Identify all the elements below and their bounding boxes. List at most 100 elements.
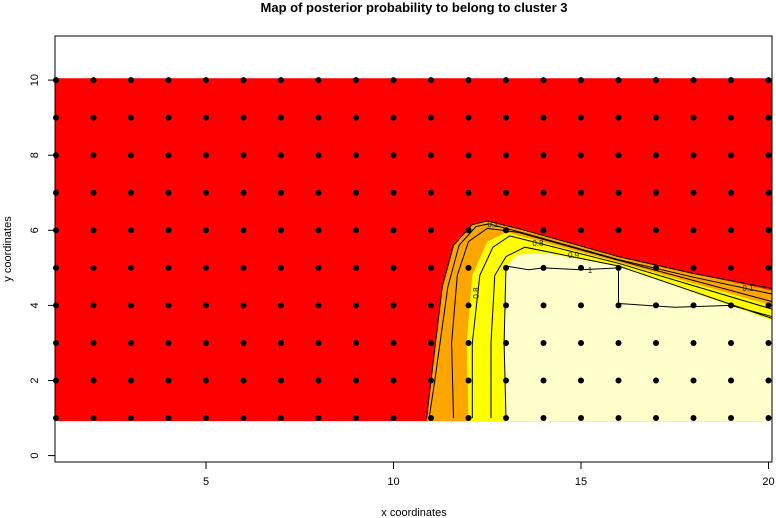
grid-point	[615, 152, 622, 159]
grid-point	[428, 152, 434, 159]
grid-point	[728, 114, 734, 121]
grid-point	[503, 377, 509, 384]
contour-label: 0.1	[742, 284, 754, 293]
grid-point	[540, 302, 547, 309]
grid-point	[503, 152, 509, 159]
grid-point	[578, 77, 584, 84]
grid-point	[578, 415, 584, 422]
grid-point	[690, 77, 697, 84]
grid-point	[615, 377, 622, 384]
grid-point	[465, 264, 472, 271]
x-tick-label: 15	[575, 476, 587, 488]
grid-point	[428, 377, 434, 384]
grid-point	[278, 77, 284, 84]
grid-point	[240, 189, 247, 196]
grid-point	[728, 302, 734, 309]
plot-frame	[54, 35, 773, 463]
grid-point	[728, 339, 734, 346]
grid-point	[353, 339, 359, 346]
grid-point	[653, 415, 659, 422]
grid-point	[240, 114, 247, 121]
grid-point	[240, 415, 247, 422]
grid-point	[278, 114, 284, 121]
contour-label: 0.2	[487, 220, 499, 229]
grid-point	[90, 77, 97, 84]
grid-point	[428, 339, 434, 346]
grid-point	[53, 114, 59, 121]
grid-point	[615, 302, 622, 309]
grid-point	[503, 339, 509, 346]
grid-point	[203, 415, 209, 422]
grid-point	[165, 302, 172, 309]
grid-point	[653, 302, 659, 309]
grid-point	[353, 227, 359, 234]
grid-point	[690, 264, 697, 271]
grid-point	[278, 377, 284, 384]
grid-point	[428, 77, 434, 84]
grid-point	[728, 264, 734, 271]
grid-point	[203, 152, 209, 159]
contour-label: 1	[588, 266, 593, 275]
grid-point	[728, 77, 734, 84]
grid-point	[165, 377, 172, 384]
grid-point	[503, 227, 509, 234]
grid-point	[353, 77, 359, 84]
grid-point	[353, 114, 359, 121]
contour-0.8	[471, 235, 773, 419]
grid-point	[653, 114, 659, 121]
grid-point	[90, 302, 97, 309]
grid-point	[240, 302, 247, 309]
grid-point	[615, 339, 622, 346]
grid-point	[690, 302, 697, 309]
grid-point	[765, 77, 772, 84]
grid-point	[278, 227, 284, 234]
grid-point	[465, 302, 472, 309]
grid-point	[128, 377, 134, 384]
grid-point	[428, 189, 434, 196]
grid-point	[465, 377, 472, 384]
grid-point	[203, 77, 209, 84]
grid-point	[278, 189, 284, 196]
grid-point	[653, 77, 659, 84]
grid-point	[428, 302, 434, 309]
grid-point	[503, 302, 509, 309]
grid-point	[615, 77, 622, 84]
grid-point	[90, 377, 97, 384]
grid-point	[315, 189, 322, 196]
grid-point	[765, 377, 772, 384]
grid-point	[90, 415, 97, 422]
grid-point	[315, 227, 322, 234]
grid-point	[765, 189, 772, 196]
grid-point	[90, 339, 97, 346]
grid-point	[578, 152, 584, 159]
grid-point	[540, 415, 547, 422]
grid-point	[128, 77, 134, 84]
grid-point	[315, 114, 322, 121]
contour-0.5	[451, 227, 773, 419]
grid-point	[165, 415, 172, 422]
x-axis-label: x coordinates	[381, 507, 447, 518]
grid-point	[353, 377, 359, 384]
grid-point	[203, 302, 209, 309]
grid-point	[615, 189, 622, 196]
grid-point	[428, 114, 434, 121]
grid-point	[503, 415, 509, 422]
grid-point	[390, 339, 397, 346]
axes: 5 10 15 20 0 2 4 6 8 10	[29, 74, 775, 488]
grid-point	[240, 77, 247, 84]
grid-point	[540, 189, 547, 196]
grid-point	[765, 415, 772, 422]
grid-point	[315, 152, 322, 159]
grid-point	[578, 264, 584, 271]
heatmap-regions	[54, 78, 773, 422]
grid-point	[390, 114, 397, 121]
grid-point	[765, 114, 772, 121]
grid-point	[315, 77, 322, 84]
grid-point	[765, 302, 772, 309]
grid-point	[465, 415, 472, 422]
grid-point	[240, 152, 247, 159]
grid-point	[765, 152, 772, 159]
grid-point	[240, 227, 247, 234]
grid-point	[390, 302, 397, 309]
